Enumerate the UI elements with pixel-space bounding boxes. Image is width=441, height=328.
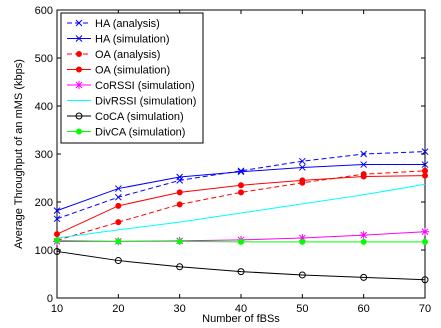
data-point xyxy=(53,207,61,214)
data-point xyxy=(360,150,368,158)
series-7 xyxy=(54,237,428,245)
data-point xyxy=(115,238,122,245)
x-tick-label: 70 xyxy=(419,303,431,315)
data-point xyxy=(237,268,245,276)
data-point xyxy=(114,185,122,192)
y-tick-label: 200 xyxy=(35,197,53,209)
data-point xyxy=(360,173,367,180)
data-point xyxy=(298,164,306,171)
y-tick-label: 400 xyxy=(35,101,53,113)
legend-entry: OA (simulation) xyxy=(67,65,170,77)
legend-label: DivCA (simulation) xyxy=(95,127,185,139)
series-0 xyxy=(53,148,429,223)
series-line xyxy=(56,250,426,281)
data-point xyxy=(422,167,428,174)
y-axis-label: Average Throughput of an mMS (kbps) xyxy=(13,59,25,249)
data-point xyxy=(176,263,184,271)
data-point xyxy=(421,161,429,168)
data-point xyxy=(75,81,83,89)
data-point xyxy=(75,35,83,42)
series-1 xyxy=(53,161,429,214)
data-point xyxy=(76,51,82,57)
data-point xyxy=(54,237,60,244)
y-tick-label: 500 xyxy=(35,53,53,65)
x-tick-label: 20 xyxy=(112,303,124,315)
data-point xyxy=(238,238,244,245)
data-point xyxy=(421,227,429,236)
legend-box xyxy=(60,12,204,144)
series-3 xyxy=(54,172,428,238)
data-point xyxy=(422,172,428,179)
legend-entry: DivRSSI (simulation) xyxy=(67,96,196,108)
legend-entry: HA (simulation) xyxy=(67,34,170,46)
legend-entry: CoRSSI (simulation) xyxy=(67,80,195,92)
x-tick-label: 30 xyxy=(174,303,186,315)
data-point xyxy=(76,128,82,135)
data-point xyxy=(238,182,244,189)
legend-label: CoCA (simulation) xyxy=(95,111,184,123)
data-point xyxy=(299,177,306,184)
data-point xyxy=(360,273,368,281)
data-point xyxy=(298,157,306,165)
data-point xyxy=(115,202,122,209)
data-point xyxy=(176,189,183,196)
data-point xyxy=(53,247,61,255)
data-point xyxy=(114,257,122,265)
data-point xyxy=(298,234,307,242)
series-6 xyxy=(53,247,429,284)
data-point xyxy=(75,112,83,120)
legend-entry: HA (analysis) xyxy=(67,18,160,30)
legend-label: OA (simulation) xyxy=(95,65,170,77)
data-point xyxy=(421,276,429,284)
data-point xyxy=(176,238,183,245)
data-point xyxy=(360,161,368,168)
data-point xyxy=(237,168,245,176)
y-tick-label: 300 xyxy=(35,149,53,161)
legend-label: CoRSSI (simulation) xyxy=(95,80,195,92)
x-tick-label: 60 xyxy=(358,303,370,315)
legend-label: OA (analysis) xyxy=(95,49,160,61)
data-point xyxy=(54,231,60,238)
y-tick-label: 100 xyxy=(35,245,53,257)
data-point xyxy=(359,231,368,240)
data-point xyxy=(176,201,183,208)
x-tick-label: 50 xyxy=(296,303,308,315)
legend-entry: DivCA (simulation) xyxy=(67,127,185,139)
x-tick-label: 40 xyxy=(235,303,247,315)
data-point xyxy=(115,219,122,226)
data-point xyxy=(176,173,184,181)
data-point xyxy=(237,167,245,175)
data-point xyxy=(238,189,244,196)
data-point xyxy=(75,19,83,27)
data-point xyxy=(76,66,82,73)
legend-label: HA (analysis) xyxy=(95,18,160,30)
x-tick-label: 10 xyxy=(51,303,63,315)
series-5 xyxy=(56,183,426,239)
legend-entry: OA (analysis) xyxy=(67,49,160,61)
data-point xyxy=(422,238,428,245)
data-point xyxy=(298,271,306,279)
x-axis-label: Number of fBSs xyxy=(202,313,280,325)
y-tick-label: 0 xyxy=(47,293,53,305)
legend-label: HA (simulation) xyxy=(95,34,170,46)
data-point xyxy=(114,193,122,201)
series-line xyxy=(56,183,426,239)
legend-entry: CoCA (simulation) xyxy=(67,111,184,123)
legend-label: DivRSSI (simulation) xyxy=(95,96,196,108)
data-point xyxy=(360,238,367,245)
data-point xyxy=(53,215,61,223)
y-tick-label: 600 xyxy=(35,5,53,17)
data-point xyxy=(299,238,306,245)
